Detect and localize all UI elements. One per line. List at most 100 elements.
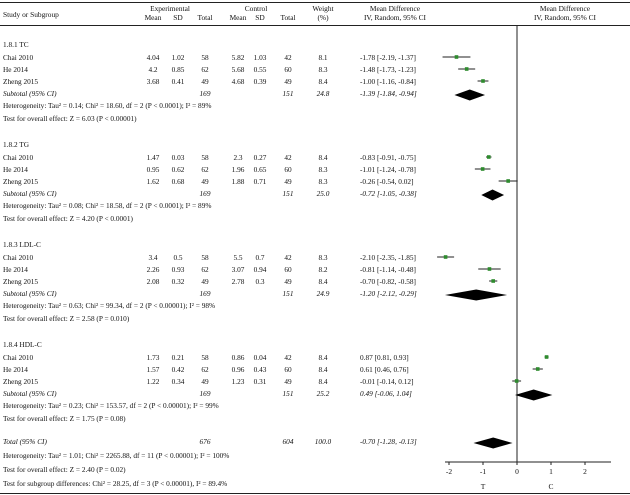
header-rule	[0, 25, 630, 26]
ctl-total: 42	[284, 153, 292, 162]
study-name: Chai 2010	[3, 153, 34, 162]
subtotal-label: Subtotal (95% CI)	[3, 289, 57, 298]
subtotal-weight: 25.2	[316, 389, 330, 398]
subtotal-exp-total: 169	[199, 189, 211, 198]
heterogeneity: Heterogeneity: Tau² = 0.63; Chi² = 99.34…	[3, 301, 216, 310]
ctl-mean: 3.07	[231, 265, 245, 274]
exp-mean: 4.2	[148, 65, 158, 74]
header-md-plot-method: IV, Random, 95% CI	[533, 13, 597, 22]
header-control: Control	[244, 4, 268, 13]
study-marker	[443, 255, 448, 259]
ctl-sd: 0.39	[253, 77, 267, 86]
header-exp-mean: Mean	[144, 13, 162, 22]
exp-mean: 1.62	[146, 177, 160, 186]
subtotal-diamond	[454, 89, 486, 101]
study-marker	[486, 155, 491, 159]
subgroup-title: 1.8.4 HDL-C	[3, 340, 42, 349]
ctl-mean: 5.82	[231, 53, 245, 62]
study-name: He 2014	[3, 65, 28, 74]
ctl-mean: 4.68	[231, 77, 245, 86]
ctl-sd: 0.43	[253, 365, 267, 374]
exp-sd: 0.5	[173, 253, 183, 262]
study-marker	[506, 179, 510, 183]
exp-sd: 0.85	[171, 65, 185, 74]
ctl-mean: 2.3	[233, 153, 243, 162]
exp-mean: 1.22	[146, 377, 160, 386]
overall-effect: Test for overall effect: Z = 2.58 (P = 0…	[3, 314, 130, 323]
subtotal-md-text: -1.20 [-2.12, -0.29]	[360, 289, 417, 298]
x-tick-label: 0	[515, 467, 519, 476]
study-marker	[544, 355, 549, 359]
subgroup-differences: Test for subgroup differences: Chi² = 28…	[3, 479, 228, 488]
subtotal-label: Subtotal (95% CI)	[3, 189, 57, 198]
exp-total: 58	[201, 253, 209, 262]
study-marker	[535, 367, 540, 371]
md-text: 0.87 [0.81, 0.93]	[360, 353, 409, 362]
md-text: -1.48 [-1.73, -1.23]	[360, 65, 416, 74]
heterogeneity: Heterogeneity: Tau² = 0.14; Chi² = 18.60…	[3, 101, 212, 110]
weight: 8.4	[318, 365, 328, 374]
exp-mean: 4.04	[146, 53, 160, 62]
ctl-total: 49	[284, 177, 292, 186]
overall-effect: Test for overall effect: Z = 4.20 (P < 0…	[3, 214, 133, 223]
ctl-sd: 0.7	[255, 253, 265, 262]
exp-sd: 0.68	[171, 177, 185, 186]
exp-total: 62	[201, 165, 209, 174]
study-name: Chai 2010	[3, 253, 34, 262]
ctl-sd: 0.71	[253, 177, 267, 186]
md-text: -0.26 [-0.54, 0.02]	[360, 177, 414, 186]
total-weight: 100.0	[314, 437, 332, 446]
subtotal-md-text: -0.72 [-1.05, -0.38]	[360, 189, 417, 198]
ctl-total: 49	[284, 77, 292, 86]
ctl-total: 60	[284, 165, 292, 174]
forest-marks	[437, 55, 553, 449]
ctl-total: 42	[284, 253, 292, 262]
study-marker	[514, 379, 519, 383]
header-exp-sd: SD	[173, 13, 183, 22]
study-name: Zheng 2015	[3, 377, 39, 386]
weight: 8.4	[318, 153, 328, 162]
exp-sd: 0.41	[171, 77, 185, 86]
exp-sd: 0.21	[171, 353, 185, 362]
exp-sd: 0.93	[171, 265, 185, 274]
md-text: -0.70 [-0.82, -0.58]	[360, 277, 416, 286]
exp-total: 58	[201, 153, 209, 162]
ctl-sd: 0.65	[253, 165, 267, 174]
md-text: -1.00 [-1.16, -0.84]	[360, 77, 416, 86]
header-experimental: Experimental	[150, 4, 190, 13]
header-weight-unit: (%)	[317, 13, 329, 22]
exp-mean: 3.68	[146, 77, 160, 86]
ctl-sd: 0.55	[253, 65, 267, 74]
header-exp-total: Total	[197, 13, 213, 22]
total-diamond	[473, 437, 513, 449]
ctl-sd: 0.04	[253, 353, 267, 362]
subtotal-ctl-total: 151	[282, 289, 294, 298]
subtotal-label: Subtotal (95% CI)	[3, 389, 57, 398]
top-rule	[0, 2, 630, 3]
md-text: 0.61 [0.46, 0.76]	[360, 365, 409, 374]
header-ctl-mean: Mean	[229, 13, 247, 22]
exp-total: 62	[201, 265, 209, 274]
subtotal-exp-total: 169	[199, 289, 211, 298]
weight: 8.4	[318, 277, 328, 286]
study-name: Chai 2010	[3, 353, 34, 362]
study-name: Zheng 2015	[3, 177, 39, 186]
exp-mean: 3.4	[148, 253, 158, 262]
ctl-mean: 0.86	[231, 353, 245, 362]
weight: 8.1	[318, 53, 328, 62]
weight: 8.4	[318, 377, 328, 386]
ctl-mean: 1.88	[231, 177, 245, 186]
axis-right-label: C	[548, 482, 553, 491]
exp-mean: 1.57	[146, 365, 160, 374]
subtotal-diamond	[514, 389, 553, 401]
weight: 8.4	[318, 353, 328, 362]
exp-sd: 0.34	[171, 377, 185, 386]
exp-sd: 0.03	[171, 153, 185, 162]
weight: 8.3	[318, 65, 328, 74]
study-marker	[491, 279, 495, 283]
ctl-mean: 1.96	[231, 165, 245, 174]
subtotal-ctl-total: 151	[282, 389, 294, 398]
ctl-sd: 0.27	[253, 153, 267, 162]
overall-effect: Test for overall effect: Z = 6.03 (P < 0…	[3, 114, 137, 123]
